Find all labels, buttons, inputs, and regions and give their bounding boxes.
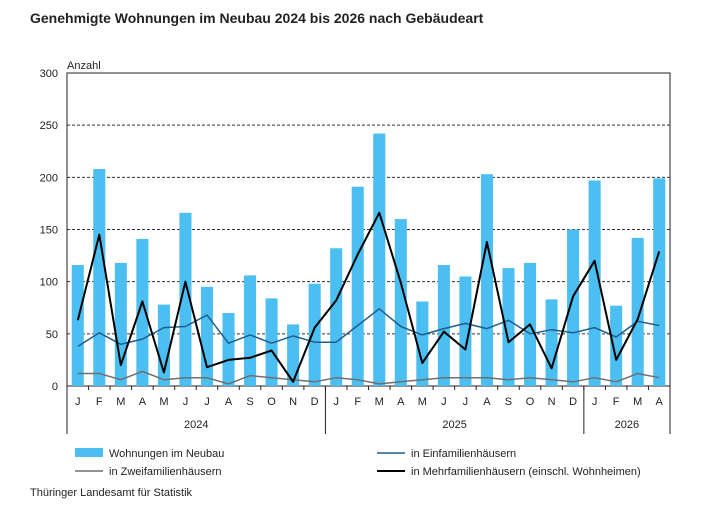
x-tick-label: M [375,396,384,408]
year-label: 2024 [184,419,208,431]
bar [222,312,235,386]
legend-swatch [75,448,103,457]
y-tick-label: 300 [40,68,58,80]
x-tick-label: O [526,396,535,408]
x-tick-label: M [418,396,427,408]
x-tick-label: N [548,396,556,408]
bar [437,264,450,386]
bar [200,286,214,386]
bar [265,298,278,386]
source-note: Thüringer Landesamt für Statistik [30,487,193,499]
x-tick-label: J [75,396,81,408]
legend-label: Wohnungen im Neubau [109,448,224,460]
x-tick-label: D [311,396,319,408]
bar [157,304,170,386]
bar [567,229,580,386]
bar [502,268,515,386]
bar [416,301,429,386]
x-tick-label: S [246,396,253,408]
x-tick-label: J [204,396,210,408]
bar [631,237,644,386]
bar [330,248,343,386]
bar [308,283,321,386]
x-tick-label: O [267,396,276,408]
x-tick-label: F [613,396,620,408]
year-label: 2026 [615,419,639,431]
bar [653,178,666,386]
x-tick-label: A [483,396,491,408]
bar [136,238,149,386]
chart-title: Genehmigte Wohnungen im Neubau 2024 bis … [30,10,484,26]
x-tick-label: J [333,396,339,408]
x-tick-label: F [96,396,103,408]
x-tick-label: F [354,396,361,408]
bar [588,180,601,386]
y-tick-label: 250 [40,120,58,132]
bar [480,174,493,386]
bar [179,212,192,386]
x-tick-label: M [633,396,642,408]
x-tick-label: J [463,396,469,408]
x-tick-label: M [159,396,168,408]
x-tick-label: D [569,396,577,408]
bar [394,219,407,386]
x-tick-label: A [656,396,664,408]
bar [373,133,386,386]
year-label: 2025 [442,419,466,431]
bar [287,324,300,386]
y-tick-label: 50 [46,329,58,341]
y-axis-label: Anzahl [67,60,101,72]
x-tick-label: A [225,396,233,408]
y-tick-label: 100 [40,277,58,289]
x-tick-label: J [441,396,447,408]
y-tick-label: 200 [40,172,58,184]
bar [459,276,472,386]
bar [93,168,106,386]
bar [351,186,364,386]
bar [71,264,84,386]
x-tick-label: S [505,396,512,408]
y-tick-label: 150 [40,225,58,237]
y-tick-label: 0 [52,381,58,393]
bar [244,275,257,386]
x-tick-label: J [592,396,598,408]
legend-label: in Mehrfamilienhäusern (einschl. Wohnhei… [411,466,641,478]
x-tick-label: J [183,396,189,408]
x-tick-label: M [116,396,125,408]
legend-label: in Einfamilienhäusern [411,448,516,460]
x-tick-label: N [289,396,297,408]
bar [610,305,623,386]
bar [114,262,127,386]
x-tick-label: A [139,396,147,408]
bar [545,299,558,386]
legend-label: in Zweifamilienhäusern [109,466,222,478]
series-line [76,211,661,383]
series-line [77,370,660,385]
x-tick-label: A [397,396,405,408]
